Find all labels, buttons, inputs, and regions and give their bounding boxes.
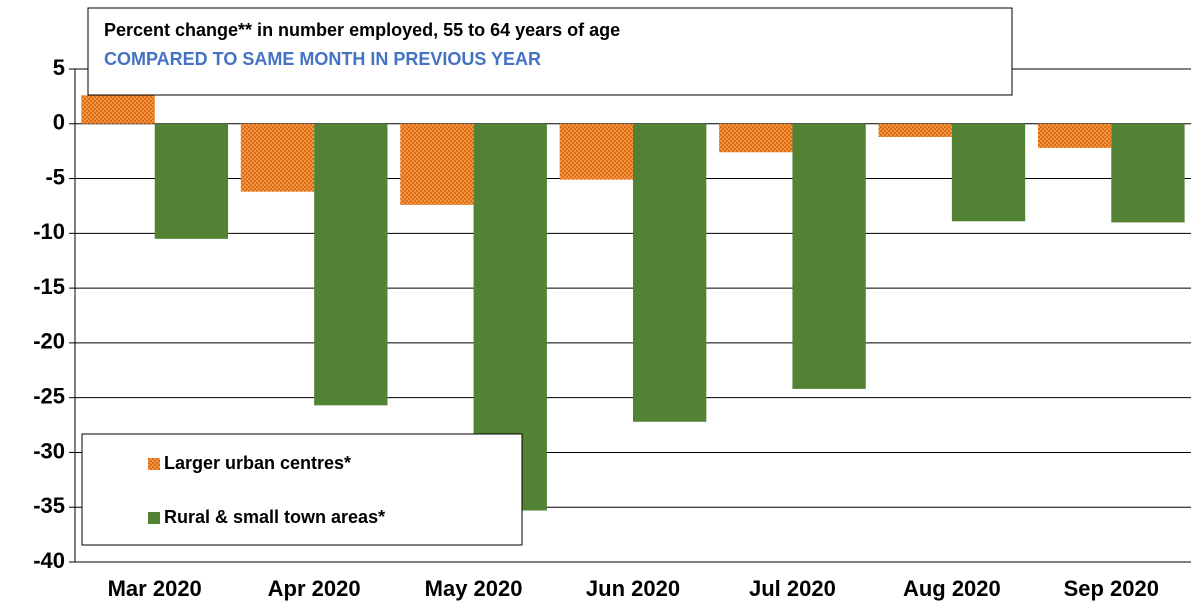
y-tick-label: -15 [33, 274, 65, 299]
bar [559, 123, 633, 180]
bar [314, 123, 388, 406]
chart-subtitle: COMPARED TO SAME MONTH IN PREVIOUS YEAR [104, 49, 541, 69]
bar [400, 123, 474, 205]
y-tick-label: -10 [33, 219, 65, 244]
legend-label: Larger urban centres* [164, 453, 351, 473]
y-tick-label: -5 [45, 164, 65, 189]
bar [1037, 123, 1112, 148]
x-tick-label: Sep 2020 [1064, 576, 1159, 601]
y-tick-label: -25 [33, 383, 65, 408]
y-tick-label: 5 [53, 55, 65, 80]
y-tick-label: -20 [33, 329, 65, 354]
bar [154, 123, 229, 239]
chart-title: Percent change** in number employed, 55 … [104, 20, 620, 40]
bar [719, 123, 793, 153]
bar [1111, 123, 1185, 223]
bar [633, 123, 707, 422]
bar [240, 123, 315, 192]
bar [81, 95, 155, 124]
y-tick-label: -35 [33, 493, 65, 518]
y-tick-label: 0 [53, 110, 65, 135]
x-tick-label: Mar 2020 [108, 576, 202, 601]
legend-swatch [148, 458, 160, 470]
bar [878, 123, 952, 137]
bar [792, 123, 866, 389]
legend-box [81, 433, 523, 546]
x-tick-label: Aug 2020 [903, 576, 1001, 601]
legend-swatch [148, 512, 160, 524]
x-tick-label: Jul 2020 [749, 576, 836, 601]
y-tick-label: -30 [33, 438, 65, 463]
x-tick-label: Jun 2020 [586, 576, 680, 601]
x-tick-label: Apr 2020 [268, 576, 361, 601]
y-tick-label: -40 [33, 548, 65, 573]
x-tick-label: May 2020 [425, 576, 523, 601]
legend-label: Rural & small town areas* [164, 507, 385, 527]
title-box [87, 7, 1013, 96]
bar [951, 123, 1026, 222]
